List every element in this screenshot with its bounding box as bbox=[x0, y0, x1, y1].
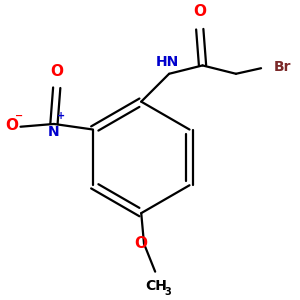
Text: −: − bbox=[15, 111, 23, 121]
Text: CH: CH bbox=[146, 279, 167, 292]
Text: O: O bbox=[193, 4, 206, 20]
Text: HN: HN bbox=[156, 55, 179, 69]
Text: O: O bbox=[6, 118, 19, 133]
Text: O: O bbox=[50, 64, 63, 80]
Text: +: + bbox=[57, 111, 65, 121]
Text: O: O bbox=[135, 236, 148, 251]
Text: N: N bbox=[48, 125, 60, 139]
Text: Br: Br bbox=[274, 60, 291, 74]
Text: 3: 3 bbox=[164, 287, 171, 297]
